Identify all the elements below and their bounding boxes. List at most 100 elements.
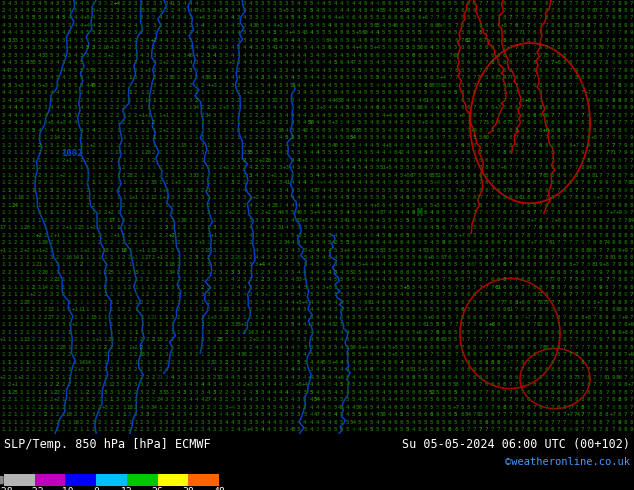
Text: 4: 4 [243, 397, 246, 402]
Text: 8: 8 [623, 307, 627, 313]
Text: 1: 1 [231, 300, 234, 305]
Text: 7: 7 [575, 188, 578, 193]
Text: 4: 4 [25, 105, 29, 110]
Text: 6: 6 [382, 397, 385, 402]
Text: 8: 8 [563, 270, 566, 275]
Text: 5: 5 [309, 8, 313, 13]
Text: 6: 6 [490, 113, 494, 118]
Text: 4: 4 [327, 188, 331, 193]
Text: 5: 5 [333, 188, 337, 193]
Text: 5: 5 [382, 315, 385, 320]
Text: 5: 5 [460, 247, 463, 252]
Text: 4: 4 [285, 60, 288, 65]
Text: 5: 5 [363, 23, 367, 28]
Text: 3: 3 [140, 16, 144, 21]
Text: 8: 8 [581, 397, 585, 402]
Text: 2: 2 [152, 105, 156, 110]
Text: 8: 8 [587, 128, 590, 133]
Text: 8: 8 [623, 38, 627, 43]
Text: 5: 5 [448, 382, 451, 387]
Text: 6: 6 [394, 158, 398, 163]
Text: 4: 4 [315, 233, 319, 238]
Text: 7: 7 [539, 345, 542, 350]
Text: +4: +4 [84, 23, 91, 28]
Text: 4: 4 [255, 345, 259, 350]
Text: 4: 4 [321, 120, 325, 125]
Text: 7: 7 [515, 68, 518, 73]
Text: 2: 2 [176, 240, 180, 245]
Text: 4: 4 [303, 315, 307, 320]
Text: 3: 3 [279, 188, 283, 193]
Text: 3: 3 [200, 30, 204, 35]
Text: 4: 4 [285, 53, 288, 58]
Text: 2: 2 [164, 105, 168, 110]
Text: 7: 7 [502, 390, 506, 395]
Text: 8: 8 [593, 165, 597, 170]
Text: 76: 76 [597, 46, 604, 50]
Text: 2: 2 [158, 150, 162, 155]
Text: 3: 3 [261, 90, 264, 96]
Text: 8: 8 [575, 390, 578, 395]
Text: 3: 3 [134, 75, 138, 80]
Text: 5: 5 [448, 143, 451, 147]
Text: 3: 3 [92, 113, 95, 118]
Text: 6: 6 [436, 120, 439, 125]
Text: 1: 1 [158, 143, 162, 147]
Text: 7: 7 [539, 23, 542, 28]
Text: 8: 8 [563, 150, 566, 155]
Text: 8: 8 [539, 397, 542, 402]
Text: 1: 1 [74, 247, 77, 252]
Text: 8: 8 [539, 390, 542, 395]
Text: 4: 4 [351, 180, 355, 185]
Text: 62: 62 [465, 38, 472, 43]
Text: 3: 3 [164, 300, 168, 305]
Text: 1: 1 [104, 68, 107, 73]
Text: 7: 7 [454, 23, 458, 28]
Text: 43: 43 [338, 405, 345, 410]
Text: 7: 7 [593, 405, 597, 410]
Text: +7: +7 [573, 263, 580, 268]
Text: 5: 5 [442, 300, 446, 305]
Text: 3: 3 [171, 172, 174, 178]
Text: 4: 4 [375, 83, 379, 88]
Text: 6: 6 [418, 315, 422, 320]
Text: 4: 4 [1, 68, 4, 73]
Text: 4: 4 [430, 225, 434, 230]
Text: 4: 4 [291, 113, 295, 118]
Text: 4: 4 [382, 143, 385, 147]
Text: 2: 2 [104, 352, 107, 357]
Text: 5: 5 [358, 247, 361, 252]
Text: 7: 7 [557, 255, 560, 260]
Text: 4: 4 [315, 285, 319, 290]
Text: 8: 8 [581, 83, 585, 88]
Text: 3: 3 [188, 38, 192, 43]
Text: +6: +6 [470, 128, 477, 133]
Text: +2: +2 [108, 210, 115, 215]
Text: 1: 1 [86, 210, 89, 215]
Text: 1: 1 [86, 300, 89, 305]
Text: 7: 7 [430, 16, 434, 21]
Text: 7: 7 [496, 113, 500, 118]
Text: 6: 6 [527, 120, 530, 125]
Text: 2: 2 [122, 352, 126, 357]
Text: 1: 1 [68, 315, 71, 320]
Text: 4: 4 [430, 105, 434, 110]
Text: 4: 4 [134, 53, 138, 58]
Text: 7: 7 [430, 165, 434, 170]
Text: 8: 8 [545, 30, 548, 35]
Text: 3: 3 [80, 38, 83, 43]
Text: 5: 5 [460, 16, 463, 21]
Text: 6: 6 [442, 382, 446, 387]
Text: 3: 3 [243, 427, 246, 432]
Text: 4: 4 [351, 225, 355, 230]
Text: 9: 9 [599, 285, 602, 290]
Text: 3: 3 [303, 368, 307, 372]
Text: 3: 3 [291, 255, 295, 260]
Text: 1: 1 [1, 360, 4, 365]
Text: 1: 1 [37, 135, 41, 140]
Text: 2: 2 [146, 382, 150, 387]
Text: 4: 4 [291, 120, 295, 125]
Text: 1: 1 [1, 188, 4, 193]
Text: 5: 5 [436, 277, 439, 282]
Text: 6: 6 [521, 225, 524, 230]
